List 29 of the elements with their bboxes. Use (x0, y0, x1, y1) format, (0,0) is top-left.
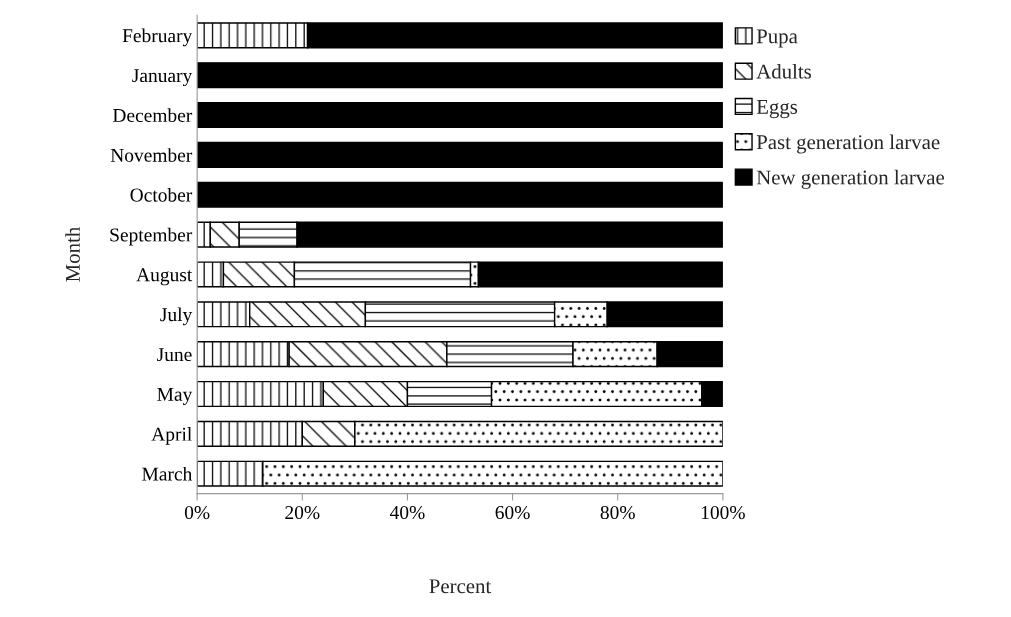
x-axis-title: Percent (429, 579, 492, 594)
legend-label: Pupa (756, 29, 798, 48)
x-tick-label: 20% (285, 505, 320, 520)
y-tick-label: December (112, 108, 193, 122)
legend-label: Eggs (756, 100, 798, 119)
x-tick-label: 40% (389, 505, 425, 520)
y-axis-title: Month (65, 227, 80, 282)
y-tick-label: August (136, 268, 193, 286)
x-tick-label: 100% (701, 505, 745, 520)
legend-label: Past generation larvae (756, 134, 940, 154)
bar (197, 62, 723, 89)
y-tick-label: June (157, 348, 192, 362)
y-tick-label: September (110, 227, 193, 246)
legend-label: New generation larvae (756, 169, 945, 189)
x-tick-label: 80% (600, 505, 635, 520)
bar (197, 101, 723, 129)
y-tick-label: October (130, 187, 193, 202)
bar (197, 141, 723, 168)
y-tick-label: February (122, 28, 193, 47)
x-tick-label: 0% (184, 505, 210, 520)
x-tick-label: 60% (495, 505, 530, 520)
y-tick-label: November (110, 148, 193, 162)
y-tick-label: July (160, 307, 193, 326)
y-tick-label: May (157, 387, 193, 405)
y-tick-label: March (142, 466, 193, 481)
y-tick-label: January (132, 69, 193, 87)
legend-label: Adults (756, 63, 812, 79)
y-tick-label: April (151, 427, 192, 445)
bar (197, 181, 723, 208)
